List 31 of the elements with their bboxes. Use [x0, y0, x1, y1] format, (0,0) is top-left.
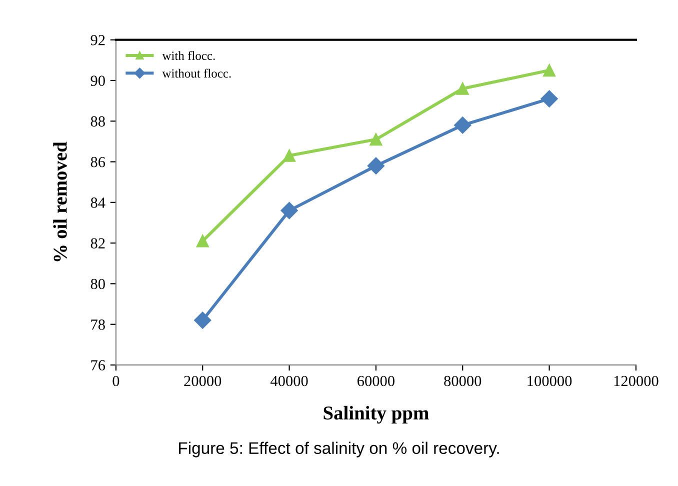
point — [280, 202, 298, 220]
caption: Figure 5: Effect of salinity on % oil recovery. — [179, 442, 499, 458]
y-tick-label: 86 — [90, 156, 106, 168]
y-tick-label: 80 — [90, 278, 105, 290]
x-tick-label: 20000 — [184, 376, 222, 386]
y-tick-label: 76 — [91, 360, 106, 370]
point — [456, 82, 469, 95]
point — [540, 90, 558, 108]
y-tick-label: 82 — [90, 238, 105, 249]
x-tick-label: 80000 — [444, 376, 482, 386]
point — [196, 234, 209, 248]
x-tick-label: 60000 — [358, 376, 394, 386]
y-axis-title: % oil removed — [53, 142, 67, 262]
y-tick-label: 90 — [90, 76, 105, 86]
point — [370, 133, 382, 146]
legend-label: with flocc. — [162, 51, 215, 60]
point — [543, 64, 556, 77]
point — [194, 312, 212, 329]
x-tick-label: 120000 — [614, 376, 658, 386]
x-tick-label: 40000 — [270, 376, 308, 386]
y-tick-label: 84 — [90, 198, 106, 208]
point — [367, 157, 385, 174]
y-tick-label: 88 — [90, 116, 105, 127]
point — [283, 149, 296, 162]
y-tick-label: 78 — [91, 319, 105, 330]
x-tick-label: 100000 — [528, 376, 572, 386]
legend-label: without flocc. — [162, 68, 231, 78]
y-tick-label: 92 — [90, 35, 105, 46]
point — [454, 116, 472, 134]
x-axis-title: Salinity ppm — [324, 406, 429, 424]
x-tick-label: 0 — [112, 376, 120, 386]
